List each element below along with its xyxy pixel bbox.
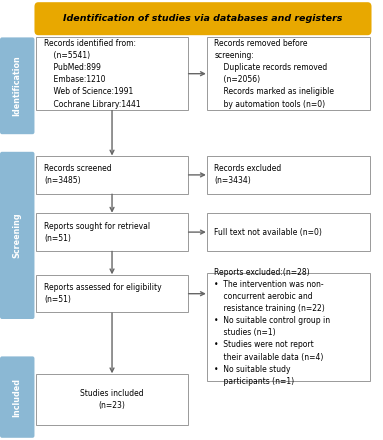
FancyBboxPatch shape (36, 275, 188, 312)
Text: Records identified from:
    (n=5541)
    PubMed:899
    Embase:1210
    Web of : Records identified from: (n=5541) PubMed… (44, 39, 141, 109)
Text: Identification of studies via databases and registers: Identification of studies via databases … (63, 14, 343, 23)
Text: Identification: Identification (13, 55, 22, 116)
FancyBboxPatch shape (0, 152, 34, 319)
Text: Studies included
(n=23): Studies included (n=23) (80, 389, 144, 410)
FancyBboxPatch shape (36, 374, 188, 425)
Text: Records screened
(n=3485): Records screened (n=3485) (44, 164, 112, 186)
FancyBboxPatch shape (207, 273, 370, 381)
FancyBboxPatch shape (207, 37, 370, 110)
Text: Full text not available (n=0): Full text not available (n=0) (214, 227, 322, 237)
Text: Reports sought for retrieval
(n=51): Reports sought for retrieval (n=51) (44, 221, 150, 243)
FancyBboxPatch shape (0, 37, 34, 134)
FancyBboxPatch shape (34, 2, 372, 35)
Text: Records excluded
(n=3434): Records excluded (n=3434) (214, 164, 282, 186)
Text: Included: Included (13, 378, 22, 417)
Text: Records removed before
screening:
    Duplicate records removed
    (n=2056)
   : Records removed before screening: Duplic… (214, 39, 334, 109)
Text: Screening: Screening (13, 213, 22, 258)
Text: Reports assessed for eligibility
(n=51): Reports assessed for eligibility (n=51) (44, 283, 162, 304)
FancyBboxPatch shape (36, 213, 188, 251)
FancyBboxPatch shape (0, 356, 34, 438)
FancyBboxPatch shape (36, 37, 188, 110)
Text: Reports excluded:(n=28)
•  The intervention was non-
    concurrent aerobic and
: Reports excluded:(n=28) • The interventi… (214, 268, 331, 386)
FancyBboxPatch shape (36, 156, 188, 194)
FancyBboxPatch shape (207, 213, 370, 251)
FancyBboxPatch shape (207, 156, 370, 194)
